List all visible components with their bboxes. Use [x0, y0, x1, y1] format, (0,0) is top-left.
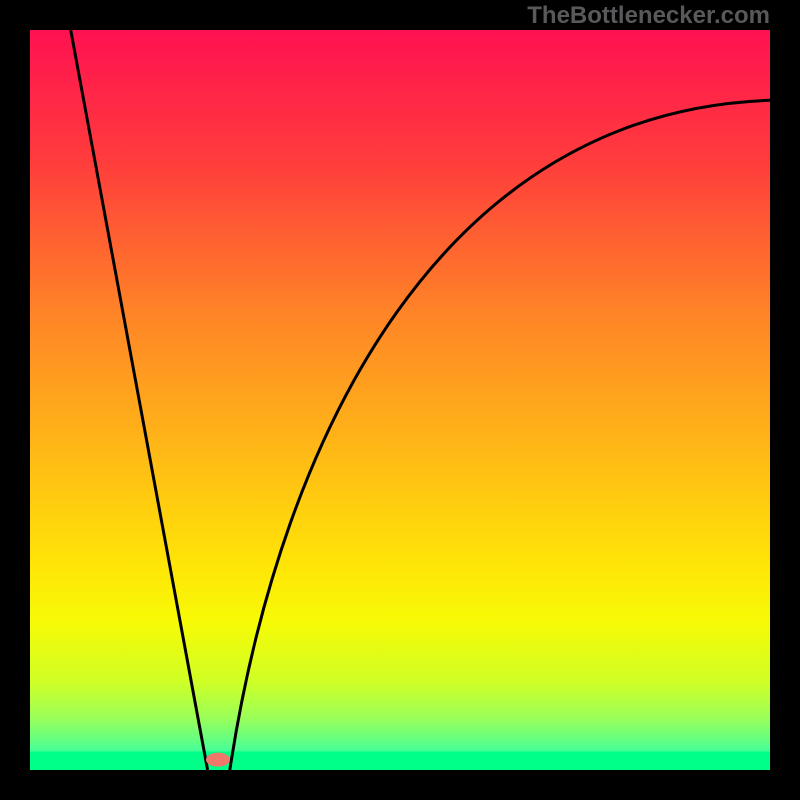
chart-plot-area — [30, 30, 770, 770]
chart-curve-layer — [30, 30, 770, 770]
watermark-text: TheBottlenecker.com — [527, 2, 770, 30]
chart-green-strip — [30, 752, 770, 771]
chart-background — [30, 30, 770, 770]
frame-right — [770, 0, 800, 800]
frame-left — [0, 0, 30, 800]
frame-bottom — [0, 770, 800, 800]
chart-minimum-marker — [206, 753, 230, 767]
